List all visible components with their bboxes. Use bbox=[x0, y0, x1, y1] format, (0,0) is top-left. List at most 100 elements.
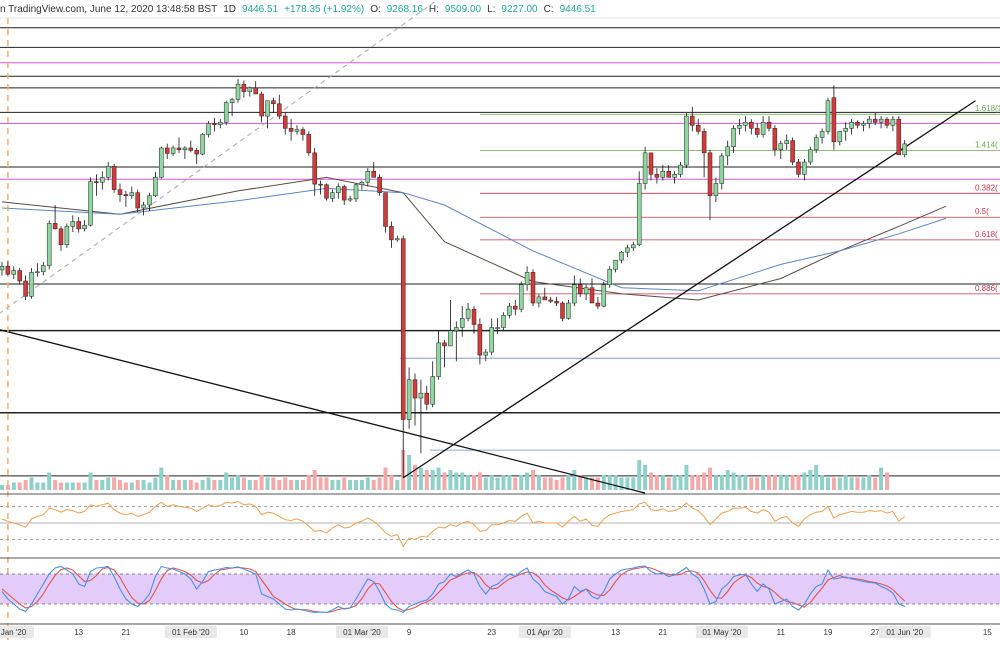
candle-body bbox=[831, 97, 837, 143]
timeframe-label: 1D bbox=[223, 3, 236, 15]
candle-body bbox=[418, 392, 424, 399]
time-tick-10: 13 bbox=[611, 628, 620, 637]
candle bbox=[100, 171, 105, 190]
candle-body bbox=[0, 266, 5, 271]
volume-bar bbox=[94, 480, 99, 490]
volume-bar bbox=[448, 470, 453, 490]
candle bbox=[672, 171, 677, 184]
volume-bar bbox=[826, 477, 830, 490]
volume-bar bbox=[885, 472, 889, 490]
volume-bar bbox=[802, 472, 807, 490]
price-change: +178.35 (+1.92%) bbox=[284, 3, 365, 15]
candle bbox=[884, 117, 890, 129]
low-label: L: bbox=[487, 3, 496, 15]
volume-bar bbox=[548, 477, 553, 490]
volume-bar bbox=[719, 475, 724, 490]
volume-bar bbox=[76, 482, 81, 490]
candle bbox=[117, 183, 123, 202]
candle bbox=[94, 174, 99, 196]
candle-body bbox=[300, 129, 306, 135]
candle-body bbox=[330, 192, 335, 199]
open-label: O: bbox=[370, 3, 381, 15]
candle-body bbox=[713, 183, 719, 197]
trendlines[interactable] bbox=[0, 0, 976, 640]
volume-bar bbox=[100, 480, 105, 490]
candle bbox=[872, 113, 878, 126]
volume-bar bbox=[88, 472, 93, 490]
candle bbox=[436, 330, 441, 380]
volume-bar bbox=[188, 480, 193, 490]
descending-trendline bbox=[0, 329, 646, 494]
volume-bar bbox=[153, 477, 158, 490]
candle-body bbox=[341, 186, 347, 201]
candle bbox=[802, 158, 807, 181]
volume-bar bbox=[141, 480, 146, 490]
candle bbox=[808, 146, 813, 166]
volume-bar bbox=[625, 477, 630, 490]
rsi-line bbox=[1, 500, 906, 548]
candle-body bbox=[312, 152, 317, 185]
volume-bar bbox=[879, 467, 884, 490]
candle bbox=[176, 137, 182, 153]
fib-label-1: 1.414( bbox=[975, 140, 998, 149]
candle bbox=[247, 86, 253, 97]
candle bbox=[58, 226, 64, 251]
candle-body bbox=[896, 118, 902, 156]
volume-bar bbox=[430, 470, 435, 490]
candle bbox=[271, 97, 276, 114]
candle bbox=[318, 180, 323, 195]
candle bbox=[395, 235, 400, 242]
candle bbox=[282, 113, 288, 135]
volume-bar bbox=[513, 477, 518, 490]
volume-bar bbox=[531, 470, 535, 490]
time-tick-14: 19 bbox=[824, 628, 833, 637]
candle-body bbox=[194, 150, 199, 155]
candle-body bbox=[324, 184, 329, 199]
candle-body bbox=[784, 140, 789, 144]
candle-body bbox=[235, 83, 241, 100]
volume-bar bbox=[64, 482, 69, 490]
candle-body bbox=[206, 123, 211, 135]
candle-body bbox=[52, 223, 58, 230]
moving-averages bbox=[1, 176, 947, 301]
candle-body bbox=[867, 118, 872, 124]
volume-bar bbox=[649, 472, 653, 490]
candle bbox=[607, 266, 612, 288]
candle-body bbox=[707, 152, 713, 197]
volume-bar bbox=[713, 475, 718, 490]
candle-body bbox=[507, 305, 512, 316]
candle-body bbox=[589, 287, 595, 304]
candle bbox=[642, 146, 648, 190]
candle bbox=[589, 278, 595, 304]
time-tick-12: 01 May '20 bbox=[702, 628, 741, 637]
volume-bar bbox=[165, 475, 170, 490]
fib-label-0: 1.618(1 bbox=[975, 104, 1000, 113]
volume-bar bbox=[454, 472, 459, 490]
candlesticks bbox=[0, 79, 907, 478]
candle bbox=[141, 201, 146, 216]
candle-body bbox=[749, 121, 754, 129]
candle-body bbox=[182, 147, 188, 151]
candle-body bbox=[371, 170, 376, 178]
volume-bar bbox=[236, 475, 240, 490]
volume-bar bbox=[507, 475, 512, 490]
candle bbox=[300, 127, 306, 141]
time-tick-9: 01 Apr '20 bbox=[527, 628, 563, 637]
source-label: n TradingView.com, June 12, 2020 13:48:5… bbox=[0, 3, 218, 15]
candle-body bbox=[424, 392, 430, 405]
volume-bar bbox=[690, 475, 695, 490]
candle-body bbox=[271, 100, 276, 105]
volume-bar bbox=[47, 472, 52, 490]
candle bbox=[159, 146, 164, 179]
candle-body bbox=[147, 195, 152, 206]
volume-bar bbox=[253, 480, 258, 490]
volume-bar bbox=[324, 477, 329, 490]
sma-dark-line bbox=[1, 176, 947, 301]
candle bbox=[383, 192, 388, 233]
close-value: 9446.51 bbox=[559, 3, 596, 15]
volume-bar bbox=[725, 470, 730, 490]
candle-body bbox=[613, 259, 618, 270]
candle-body bbox=[790, 140, 795, 163]
fib-label-2: 0.382( bbox=[975, 183, 998, 192]
